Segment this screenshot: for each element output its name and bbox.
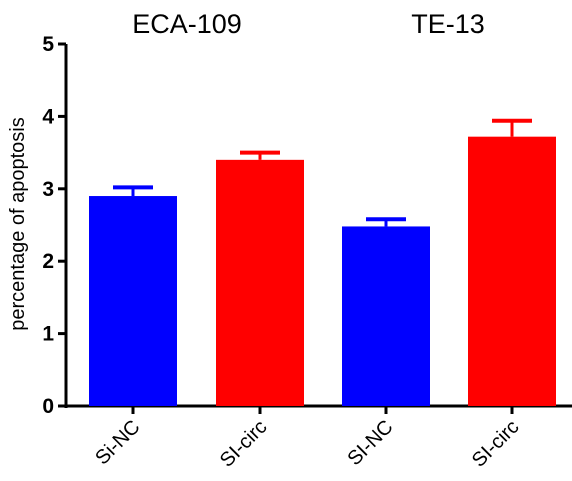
x-tick-label: SI-circ bbox=[468, 416, 524, 472]
y-axis-label: percentage of apoptosis bbox=[7, 117, 29, 331]
y-tick-label: 3 bbox=[42, 178, 54, 201]
x-tick-label: SI-circ bbox=[216, 416, 272, 472]
bar-eca-109-si-nc bbox=[89, 196, 177, 406]
group-title-eca-109: ECA-109 bbox=[132, 9, 242, 39]
bar-te-13-si-nc bbox=[342, 226, 430, 406]
x-tick-label: Si-NC bbox=[91, 416, 144, 469]
x-tick-label: SI-NC bbox=[343, 416, 397, 470]
bar-eca-109-si-circ bbox=[216, 159, 304, 406]
y-tick-label: 1 bbox=[42, 323, 54, 346]
plot-area: 0 1 2 3 4 5 Si-NC SI-circ SI-NC SI-circ bbox=[42, 33, 572, 472]
y-tick-label: 0 bbox=[42, 395, 54, 418]
y-tick-label: 4 bbox=[42, 105, 54, 128]
y-tick-label: 5 bbox=[42, 33, 54, 56]
bar-te-13-si-circ bbox=[468, 136, 556, 406]
y-tick-label: 2 bbox=[42, 250, 54, 273]
group-title-te-13: TE-13 bbox=[411, 9, 485, 39]
